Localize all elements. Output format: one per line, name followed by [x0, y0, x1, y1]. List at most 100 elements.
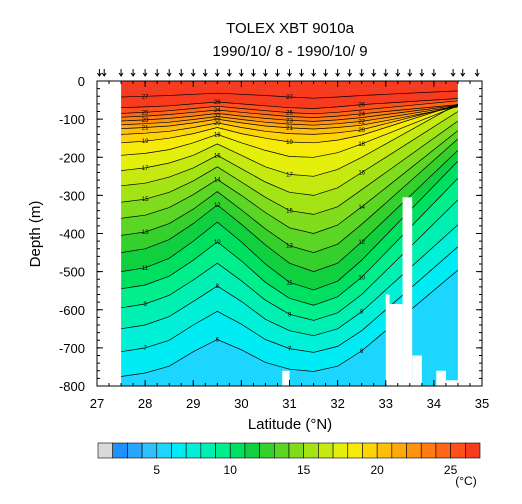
temperature-band-22: [121, 105, 458, 126]
colorbar-tick-label: 20: [370, 463, 384, 477]
isotherm-label: 27: [286, 95, 293, 101]
x-tick-label: 35: [475, 396, 489, 411]
isotherm-label: 26: [214, 100, 221, 106]
isotherm-label: 23: [142, 118, 149, 124]
isotherm-label: 11: [286, 280, 293, 286]
temperature-band-25: [121, 98, 458, 114]
isotherm-label: 14: [358, 205, 365, 211]
isotherm-label: 19: [142, 139, 149, 145]
missing-data-block: [385, 294, 390, 386]
isotherm-label: 9: [143, 302, 147, 308]
isotherm-label: 25: [286, 111, 293, 117]
isotherm-label: 11: [142, 266, 149, 272]
isotherm-24: [121, 104, 458, 118]
xbt-station-arrow: [311, 69, 316, 77]
x-tick-label: 33: [379, 396, 393, 411]
colorbar-cell: [362, 442, 378, 459]
isotherm-label: 10: [214, 240, 221, 246]
isotherm-label: 24: [358, 112, 365, 118]
chart-subtitle: 1990/10/ 8 - 1990/10/ 9: [212, 43, 367, 60]
colorbar-tick-label: 5: [153, 463, 160, 477]
xbt-station-arrow: [178, 69, 184, 77]
isotherm-label: 14: [214, 177, 221, 183]
xbt-station-arrow: [431, 69, 437, 77]
isotherm-20: [121, 105, 458, 135]
colorbar-cell: [406, 442, 422, 459]
isotherm-label: 9: [288, 312, 292, 318]
xbt-station-arrow: [287, 69, 292, 77]
missing-data-block: [436, 370, 446, 386]
xbt-station-arrow: [335, 69, 341, 77]
y-axis-label: Depth (m): [27, 201, 44, 268]
isotherm-12: [121, 150, 459, 272]
temperature-band-15: [121, 111, 458, 215]
xbt-station-arrow: [371, 69, 377, 77]
y-tick-label: -100: [59, 112, 85, 127]
isotherm-8: [121, 224, 459, 337]
x-tick-label: 34: [427, 396, 441, 411]
x-tick-label: 27: [90, 396, 104, 411]
isotherm-label: 13: [286, 244, 293, 250]
colorbar-cell: [347, 442, 363, 459]
temperature-field: [121, 81, 458, 386]
isotherm-label: 8: [216, 284, 220, 290]
colorbar-cell: [420, 442, 437, 459]
temperature-band-13: [121, 130, 458, 253]
y-tick-label: 0: [78, 74, 85, 89]
isotherm-label: 24: [214, 108, 221, 114]
isotherm-label: 19: [286, 140, 293, 146]
colorbar-cell: [215, 442, 231, 459]
isotherm-19: [121, 104, 459, 144]
isotherm-9: [121, 199, 459, 321]
y-tick-label: -300: [59, 188, 85, 203]
colorbar-cell: [318, 442, 334, 459]
isotherm-27: [121, 90, 458, 99]
isotherm-label: 12: [214, 203, 221, 209]
colorbar-cell: [332, 442, 349, 459]
isotherm-label: 20: [358, 128, 365, 134]
isotherm-7: [121, 246, 459, 353]
colorbar-unit-label: (°C): [455, 474, 476, 488]
x-tick-label: 31: [282, 396, 296, 411]
xbt-station-arrow: [263, 69, 268, 77]
xbt-station-arrow: [395, 69, 401, 77]
xbt-station-arrow: [238, 69, 244, 77]
colorbar-cell: [259, 442, 275, 459]
colorbar-cell: [112, 442, 128, 459]
colorbar-cell: [185, 442, 202, 459]
colorbar-cell-undefined: [97, 442, 113, 459]
isotherm-label: 6: [216, 337, 220, 343]
xbt-station-markers: [96, 69, 480, 77]
xbt-station-arrow: [166, 69, 172, 77]
isotherm-label: 22: [358, 119, 365, 125]
xbt-station-arrow: [154, 69, 160, 77]
temperature-band-9: [121, 178, 458, 321]
colorbar-cell: [465, 442, 481, 459]
isotherm-25: [121, 100, 458, 115]
xbt-station-arrow: [142, 69, 148, 77]
xbt-station-arrow: [419, 69, 425, 77]
isotherm-label: 15: [142, 197, 149, 203]
colorbar-cell: [244, 442, 260, 459]
colorbar: 5 10 15 20 25: [97, 442, 481, 477]
isotherm-23: [121, 105, 458, 122]
isotherm-label: 26: [358, 103, 365, 109]
x-axis-label: Latitude (°N): [248, 416, 332, 433]
temperature-band-18: [121, 104, 458, 158]
x-tick-label: 28: [138, 396, 152, 411]
missing-data-block: [402, 197, 413, 386]
colorbar-cell: [171, 442, 187, 459]
xbt-station-arrow: [96, 69, 102, 77]
isotherm-16: [121, 111, 459, 196]
y-axis-ticks: 0 -100 -200 -300 -400 -500 -600 -700 -800: [59, 74, 482, 394]
chart-title: TOLEX XBT 9010a: [226, 20, 355, 37]
temperature-band-19: [121, 104, 458, 143]
xbt-station-arrow: [250, 69, 256, 77]
isotherm-18: [121, 105, 459, 158]
isotherm-6: [121, 269, 459, 377]
y-tick-label: -800: [59, 379, 85, 394]
xbt-station-arrow: [359, 69, 365, 77]
isotherm-label: 18: [358, 142, 365, 148]
xbt-station-arrow: [226, 69, 232, 77]
xbt-station-arrow: [460, 69, 466, 77]
